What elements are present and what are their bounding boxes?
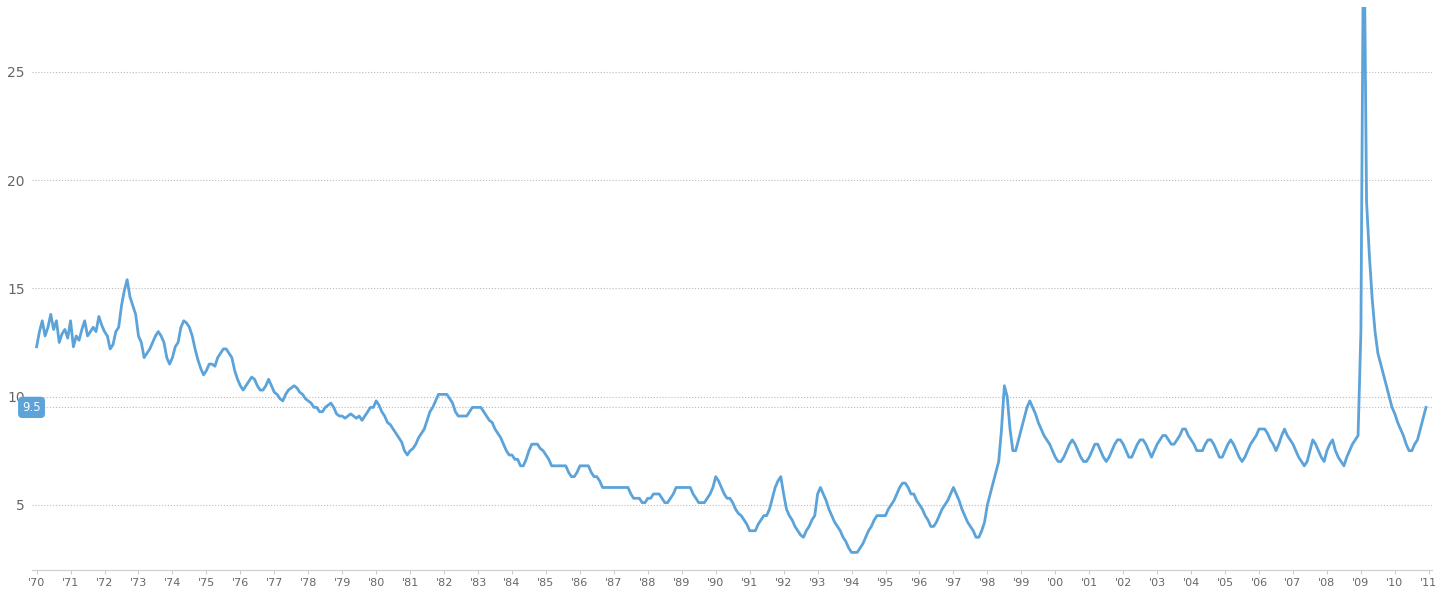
Text: 9.5: 9.5 bbox=[22, 401, 40, 414]
